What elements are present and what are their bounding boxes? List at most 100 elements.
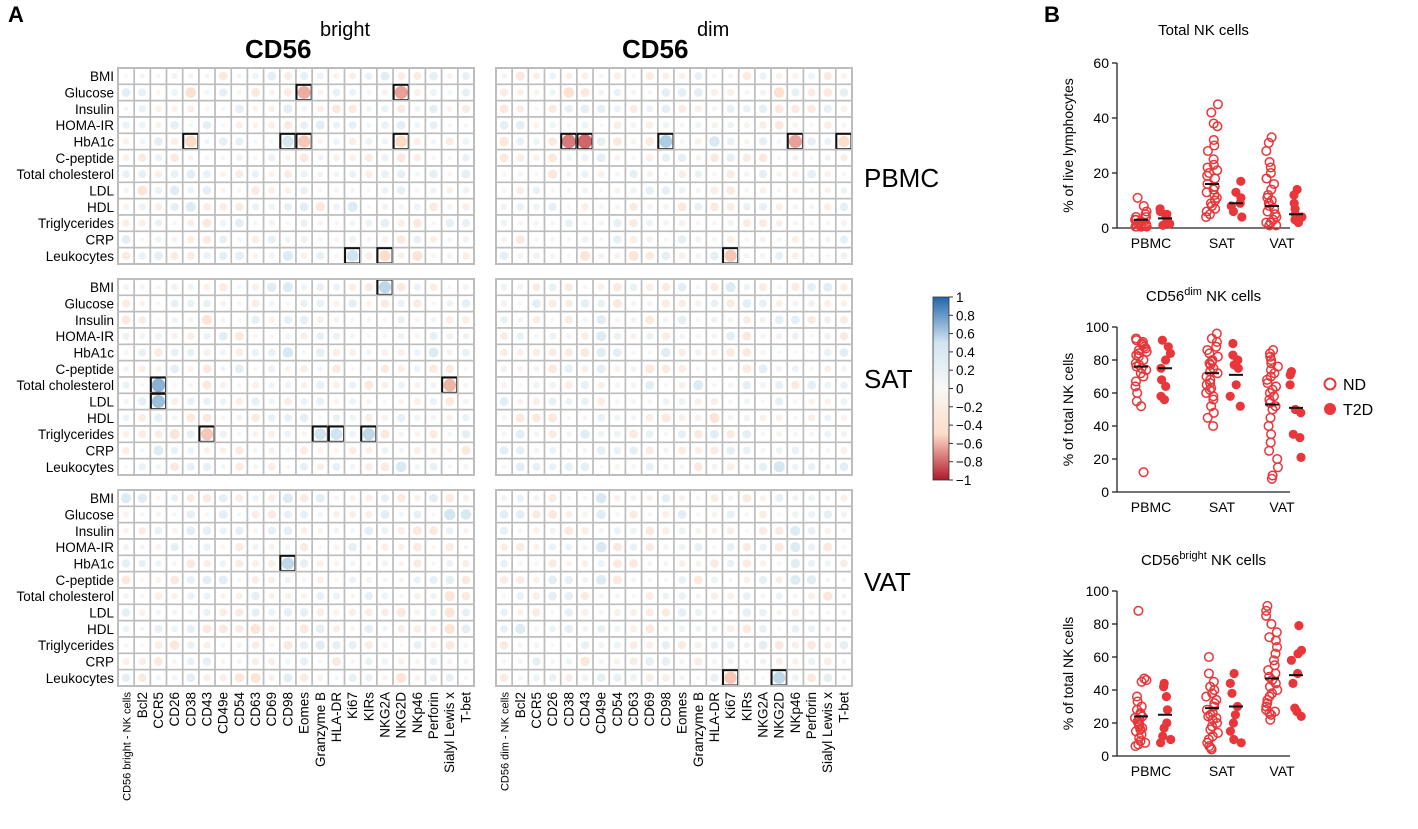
correlation-dot xyxy=(824,381,832,389)
correlation-dot xyxy=(580,592,590,601)
correlation-dot xyxy=(186,673,196,683)
correlation-dot xyxy=(840,431,848,438)
correlation-dot xyxy=(121,235,131,244)
correlation-dot xyxy=(332,104,341,114)
correlation-dot xyxy=(348,121,357,130)
correlation-dot xyxy=(677,88,687,97)
correlation-dot xyxy=(236,431,242,437)
correlation-dot xyxy=(823,121,832,130)
correlation-dot xyxy=(300,657,309,666)
correlation-dot xyxy=(793,350,798,355)
row-label: HOMA-IR xyxy=(56,118,115,133)
correlation-dot xyxy=(710,88,719,97)
correlation-dot xyxy=(646,332,654,340)
correlation-dot xyxy=(138,657,147,666)
correlation-dot xyxy=(710,153,719,163)
correlation-dot xyxy=(581,365,589,373)
correlation-dot xyxy=(251,348,260,357)
correlation-dot xyxy=(517,675,523,681)
correlation-dot xyxy=(597,559,605,568)
correlation-dot xyxy=(268,252,275,259)
correlation-dot xyxy=(366,317,372,323)
correlation-dot xyxy=(839,202,849,212)
correlation-dot xyxy=(347,201,358,212)
correlation-dot xyxy=(550,317,556,323)
correlation-dot xyxy=(742,493,752,503)
correlation-dot xyxy=(350,366,355,371)
correlation-dot xyxy=(364,641,373,650)
correlation-dot xyxy=(661,251,671,261)
correlation-dot xyxy=(123,187,129,194)
correlation-dot xyxy=(629,559,638,568)
correlation-dot xyxy=(695,187,702,194)
correlation-dot xyxy=(678,364,687,373)
correlation-dot xyxy=(825,253,830,258)
correlation-dot xyxy=(630,577,637,583)
correlation-dot xyxy=(612,575,622,585)
correlation-dot xyxy=(710,397,719,406)
correlation-dot xyxy=(775,203,783,211)
y-tick-label: 40 xyxy=(1093,418,1109,434)
correlation-dot xyxy=(500,348,508,357)
correlation-dot xyxy=(709,136,720,147)
point-nd xyxy=(1264,156,1275,168)
correlation-dot xyxy=(333,609,340,616)
correlation-dot xyxy=(252,106,259,112)
correlation-dot xyxy=(333,316,340,323)
correlation-dot xyxy=(758,526,768,535)
correlation-dot xyxy=(365,446,373,455)
correlation-dot xyxy=(220,349,227,356)
correlation-dot xyxy=(613,332,622,340)
correlation-dot xyxy=(807,543,816,551)
correlation-dot xyxy=(122,414,130,422)
correlation-dot xyxy=(169,185,180,196)
correlation-dot xyxy=(380,71,390,81)
correlation-dot xyxy=(515,510,525,519)
correlation-dot xyxy=(413,235,422,244)
correlation-dot xyxy=(283,526,293,536)
correlation-dot xyxy=(501,188,507,193)
correlation-dot xyxy=(582,495,588,501)
correlation-dot xyxy=(694,543,703,552)
correlation-dot xyxy=(396,282,406,292)
correlation-dot xyxy=(501,415,507,421)
correlation-dot xyxy=(252,283,259,291)
correlation-dot xyxy=(284,658,291,665)
correlation-dot xyxy=(824,430,832,438)
correlation-dot xyxy=(711,236,718,243)
correlation-dot xyxy=(742,380,752,390)
correlation-dot xyxy=(300,284,308,291)
correlation-dot xyxy=(365,398,372,405)
correlation-dot xyxy=(712,545,717,550)
correlation-dot xyxy=(267,154,276,162)
column-label: Sialyl Lewis x xyxy=(820,692,835,773)
correlation-dot xyxy=(790,542,801,553)
point-nd xyxy=(1211,328,1222,339)
correlation-dot xyxy=(186,397,195,406)
correlation-dot xyxy=(825,577,831,583)
correlation-dot xyxy=(171,415,178,421)
column-label: Perforin xyxy=(426,692,441,739)
correlation-dot xyxy=(678,381,686,389)
correlation-dot xyxy=(841,122,847,128)
correlation-dot xyxy=(630,122,637,129)
correlation-dot xyxy=(413,510,422,519)
correlation-dot xyxy=(645,624,655,634)
correlation-dot xyxy=(139,284,146,291)
correlation-dot xyxy=(516,202,525,211)
correlation-dot xyxy=(252,543,259,551)
correlation-dot xyxy=(744,188,750,193)
correlation-dot xyxy=(613,609,621,616)
correlation-dot xyxy=(841,626,847,632)
point-nd xyxy=(1212,99,1223,110)
correlation-dot xyxy=(630,608,638,617)
correlation-dot xyxy=(613,282,622,292)
correlation-dot xyxy=(596,446,606,455)
correlation-dot xyxy=(122,121,130,129)
row-label: HDL xyxy=(87,200,114,215)
correlation-dot xyxy=(203,559,211,568)
point-nd xyxy=(1262,378,1273,389)
correlation-dot xyxy=(221,123,226,128)
correlation-dot xyxy=(548,137,557,146)
correlation-dot xyxy=(414,592,421,600)
